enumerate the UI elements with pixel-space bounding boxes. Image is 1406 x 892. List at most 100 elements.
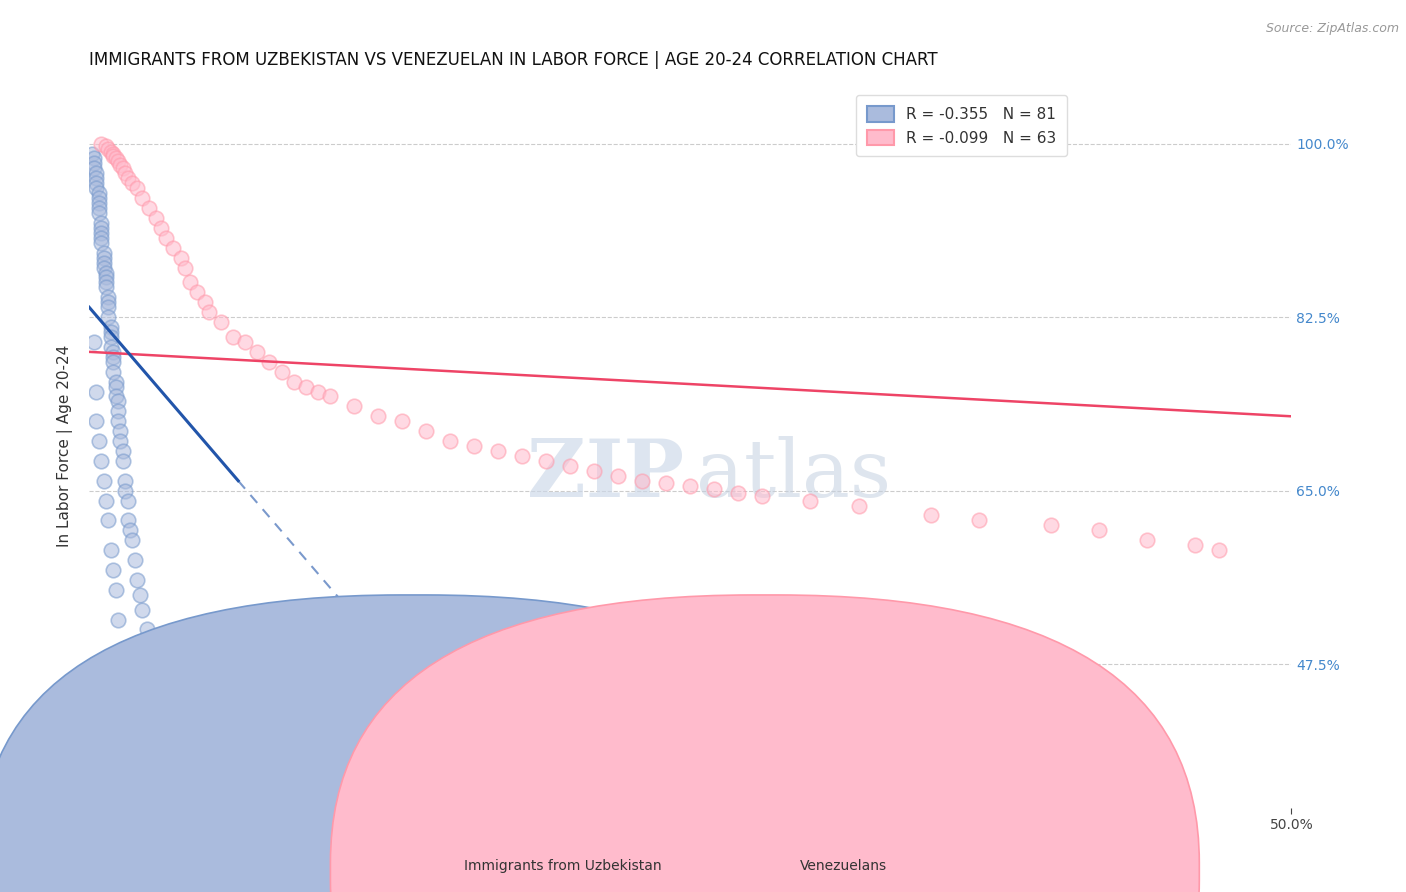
Point xyxy=(283,375,305,389)
Point xyxy=(655,475,678,490)
Point xyxy=(103,355,125,369)
Point xyxy=(169,722,191,736)
Point xyxy=(94,266,117,280)
Point xyxy=(100,325,122,339)
Point xyxy=(80,146,103,161)
Point xyxy=(135,623,157,637)
Point xyxy=(87,186,110,201)
Point xyxy=(86,181,108,195)
Point xyxy=(294,379,316,393)
Point xyxy=(90,136,112,151)
Point xyxy=(1184,538,1206,552)
Point xyxy=(391,414,413,428)
Point xyxy=(107,404,129,418)
Point xyxy=(93,245,115,260)
Point xyxy=(727,485,749,500)
Text: atlas: atlas xyxy=(696,436,891,514)
Point xyxy=(86,414,108,428)
Point xyxy=(169,251,191,265)
Point xyxy=(534,454,557,468)
Point xyxy=(83,156,105,170)
Point xyxy=(117,493,139,508)
Point xyxy=(100,543,122,558)
Text: Immigrants from Uzbekistan: Immigrants from Uzbekistan xyxy=(464,859,661,872)
Point xyxy=(103,365,125,379)
Point xyxy=(162,241,184,255)
Point xyxy=(86,166,108,180)
Point xyxy=(193,295,215,310)
Point xyxy=(127,573,149,587)
Point xyxy=(270,365,292,379)
Point xyxy=(1208,543,1230,558)
Point xyxy=(343,400,366,414)
Point xyxy=(83,152,105,166)
Point xyxy=(94,270,117,285)
Point xyxy=(235,334,257,349)
Point xyxy=(510,449,533,463)
Point xyxy=(107,414,129,428)
Point xyxy=(107,154,129,169)
Point xyxy=(94,138,117,153)
Point xyxy=(222,330,245,344)
Point xyxy=(160,702,183,716)
Point xyxy=(114,166,136,180)
Point xyxy=(114,474,136,488)
Point xyxy=(100,340,122,354)
Point xyxy=(87,201,110,215)
Point xyxy=(307,384,329,399)
Point xyxy=(104,152,127,166)
Point xyxy=(83,161,105,176)
Point xyxy=(259,355,281,369)
Point xyxy=(93,255,115,269)
Point xyxy=(87,434,110,449)
Point xyxy=(90,220,112,235)
Point xyxy=(967,513,990,527)
Point xyxy=(1136,533,1159,548)
Point xyxy=(131,602,153,616)
Point xyxy=(127,181,149,195)
Point xyxy=(751,489,773,503)
Point xyxy=(94,276,117,290)
Point xyxy=(117,513,139,527)
Point xyxy=(97,142,120,156)
Point xyxy=(209,315,232,329)
Point xyxy=(128,588,150,602)
Point xyxy=(83,334,105,349)
Point xyxy=(198,305,221,319)
Point xyxy=(188,761,211,775)
Point xyxy=(100,320,122,334)
Point xyxy=(607,468,630,483)
Point xyxy=(121,176,143,190)
Point xyxy=(145,662,167,676)
Point xyxy=(97,300,120,314)
Point xyxy=(93,474,115,488)
Point xyxy=(415,424,437,438)
Point xyxy=(104,582,127,597)
Y-axis label: In Labor Force | Age 20-24: In Labor Force | Age 20-24 xyxy=(58,345,73,547)
Point xyxy=(110,434,132,449)
Text: ZIP: ZIP xyxy=(527,436,685,514)
Point xyxy=(198,781,221,796)
Point xyxy=(318,389,340,403)
Point xyxy=(145,211,167,225)
Point xyxy=(367,409,389,424)
Point xyxy=(103,148,125,162)
Point xyxy=(87,191,110,205)
Point xyxy=(920,508,942,523)
Point xyxy=(174,260,197,275)
Point xyxy=(799,493,821,508)
Point xyxy=(86,176,108,190)
Point xyxy=(114,642,136,657)
Point xyxy=(1088,524,1111,538)
Point xyxy=(131,191,153,205)
Point xyxy=(558,458,581,473)
Point xyxy=(583,464,606,478)
Point xyxy=(110,158,132,172)
Point xyxy=(121,533,143,548)
Point xyxy=(1039,518,1062,533)
Point xyxy=(90,216,112,230)
Point xyxy=(246,344,269,359)
Point xyxy=(111,444,134,458)
Point xyxy=(90,235,112,250)
Point xyxy=(94,493,117,508)
